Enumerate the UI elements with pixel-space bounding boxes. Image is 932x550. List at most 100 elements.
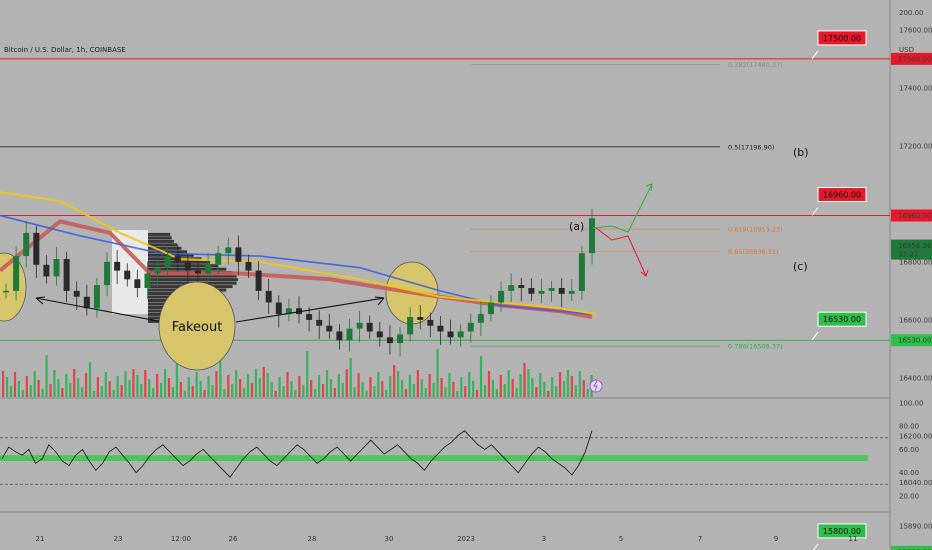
fib-label: 0.65(16836.31) bbox=[728, 248, 779, 256]
price-tag-box bbox=[817, 187, 867, 202]
currency-label: USD bbox=[899, 46, 914, 54]
candle-body bbox=[235, 247, 242, 262]
fib-label: 0.382(17480.37) bbox=[728, 61, 783, 69]
candle-body bbox=[174, 256, 181, 262]
current-price-text: 16856.26 bbox=[898, 242, 932, 250]
volume-bar bbox=[436, 349, 439, 397]
time-axis[interactable]: 21 23 12:00 26 28 30 2023 3 5 7 9 11 bbox=[36, 535, 858, 543]
price-tick-label: 16200.00 bbox=[899, 432, 932, 440]
volume-bar bbox=[195, 372, 198, 397]
volume-bar bbox=[357, 373, 360, 397]
candle-body bbox=[558, 288, 565, 294]
volume-bar bbox=[294, 390, 297, 397]
volume-bar bbox=[397, 371, 400, 397]
volume-bar bbox=[191, 386, 194, 397]
candle-body bbox=[467, 322, 474, 332]
projection-down-arrow bbox=[595, 227, 647, 277]
profile-bar bbox=[148, 243, 178, 247]
time-tick-label: 12:00 bbox=[171, 535, 191, 543]
time-tick-label: 3 bbox=[542, 535, 546, 543]
volume-bar bbox=[448, 373, 451, 397]
candle-body bbox=[225, 247, 232, 254]
price-tag-text: 15800.00 bbox=[823, 527, 861, 536]
projection-up-arrow bbox=[591, 183, 653, 233]
volume-bar bbox=[523, 363, 526, 397]
volume-bar bbox=[314, 389, 317, 397]
volume-bar bbox=[92, 391, 96, 397]
price-tick-label: 16400.00 bbox=[899, 374, 932, 382]
time-tick-label: 2023 bbox=[457, 535, 475, 543]
candle-body bbox=[397, 334, 404, 344]
volume-bar bbox=[582, 380, 585, 397]
volume-bar bbox=[535, 387, 538, 397]
volume-bar bbox=[81, 387, 84, 397]
candle-body bbox=[437, 325, 444, 332]
price-axis[interactable]: 18000.0017800.0017600.0017400.0017200.00… bbox=[899, 0, 932, 550]
volume-bar bbox=[156, 374, 159, 397]
volume-bar bbox=[2, 371, 5, 397]
candle-body bbox=[518, 285, 525, 288]
volume-bar bbox=[578, 371, 581, 397]
volume-bar bbox=[215, 371, 218, 397]
countdown-text: 37:21 bbox=[898, 251, 918, 259]
candle-body bbox=[275, 302, 282, 315]
candle-body bbox=[447, 331, 454, 338]
volume-bars bbox=[2, 349, 593, 397]
fakeout-arrow-right bbox=[235, 297, 385, 323]
candle-body bbox=[508, 285, 515, 291]
volume-bar bbox=[207, 376, 210, 397]
volume-bar bbox=[282, 386, 285, 397]
volume-bar bbox=[270, 382, 273, 397]
price-tick-label: 16040.00 bbox=[899, 479, 932, 487]
volume-bar bbox=[144, 370, 147, 397]
fakeout-circle-left bbox=[0, 252, 27, 322]
volume-bar bbox=[329, 379, 333, 397]
price-tags: 18000.0018000.0017500.0017500.0016960.00… bbox=[811, 30, 932, 550]
time-tick-label: 28 bbox=[308, 535, 317, 543]
candle-body bbox=[457, 331, 464, 338]
volume-bar bbox=[298, 376, 301, 397]
volume-bar bbox=[566, 370, 570, 397]
volume-bar bbox=[539, 373, 542, 397]
volume-bar bbox=[373, 386, 376, 397]
fib-label: 0.5(17196.90) bbox=[728, 143, 774, 151]
volume-bar bbox=[302, 385, 305, 397]
volume-bar bbox=[464, 386, 467, 397]
candle-body bbox=[296, 308, 302, 315]
volume-bar bbox=[543, 382, 546, 397]
volume-bar bbox=[306, 351, 309, 397]
candle-body bbox=[578, 253, 585, 291]
volume-bar bbox=[187, 377, 190, 397]
volume-bar bbox=[258, 378, 261, 397]
axis-price-badge bbox=[891, 334, 932, 347]
rsi-tick-label: 100.00 bbox=[899, 400, 924, 408]
volume-bar bbox=[41, 389, 44, 397]
candle-body bbox=[93, 285, 100, 309]
candles bbox=[3, 208, 595, 357]
candle-body bbox=[164, 256, 171, 268]
volume-bar bbox=[365, 391, 368, 397]
volume-bar bbox=[163, 369, 167, 397]
price-tag-box bbox=[817, 30, 867, 46]
volume-bar bbox=[491, 380, 494, 397]
volume-bar bbox=[250, 383, 254, 397]
volume-bar bbox=[199, 381, 202, 397]
volume-bar bbox=[235, 370, 238, 397]
volume-bar bbox=[460, 377, 463, 397]
candle-body bbox=[336, 331, 343, 341]
projection-arrows bbox=[591, 183, 653, 277]
volume-bar bbox=[377, 372, 380, 397]
price-tick-label: 16600.00 bbox=[899, 316, 932, 324]
candle-body bbox=[366, 322, 373, 332]
time-tick-label: 21 bbox=[36, 535, 45, 543]
profile-bar bbox=[148, 232, 171, 236]
volume-bar bbox=[29, 385, 32, 397]
wave-label-c: (c) bbox=[793, 260, 808, 273]
candle-body bbox=[215, 253, 222, 265]
time-tick-label: 7 bbox=[698, 535, 702, 543]
candle-body bbox=[326, 325, 333, 332]
volume-bar bbox=[33, 371, 36, 397]
tag-pointer bbox=[812, 543, 819, 550]
volume-bar bbox=[171, 387, 175, 397]
candle-body bbox=[194, 270, 201, 274]
